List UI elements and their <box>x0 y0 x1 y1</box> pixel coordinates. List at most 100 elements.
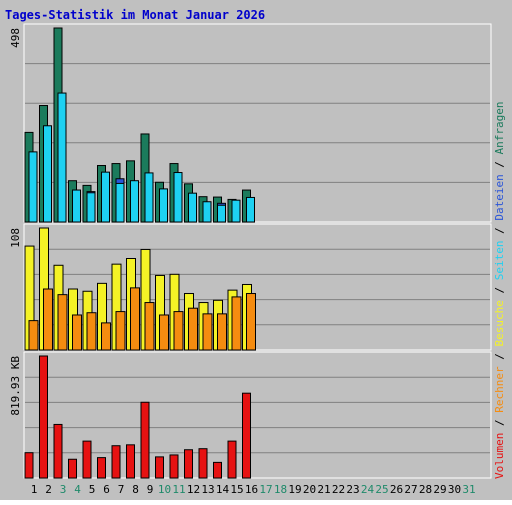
x-tick-label: 8 <box>132 483 139 496</box>
bar-seiten-day-16 <box>246 196 255 223</box>
bar-volumen-day-2 <box>39 355 48 479</box>
legend-besuche: Besuche <box>493 300 506 346</box>
bar-volumen-day-3 <box>53 423 63 479</box>
bar-seiten-day-4 <box>72 189 81 223</box>
chart-title: Tages-Statistik im Monat Januar 2026 <box>5 8 265 22</box>
bar-rechner-day-15 <box>231 296 242 351</box>
bar-rechner-day-3 <box>57 294 68 351</box>
x-tick-label: 5 <box>89 483 96 496</box>
bar-seiten-day-12 <box>188 192 197 223</box>
x-tick-label: 27 <box>404 483 417 496</box>
y-max-label: 498 <box>9 28 22 48</box>
x-tick-label: 26 <box>390 483 403 496</box>
panel-3: 819.93 KB <box>9 351 492 479</box>
x-axis-labels: 1 2 3 4 5 6 7 8 9 10 11 12 13 14 15 16 17 18 19 20 21 22 23 24 2… <box>31 483 476 496</box>
bar-rechner-day-12 <box>188 307 198 351</box>
bar-volumen-day-1 <box>24 452 34 479</box>
bar-seiten-day-3 <box>57 92 67 223</box>
x-tick-label: 31 <box>462 483 475 496</box>
bar-rechner-day-8 <box>130 287 140 351</box>
x-tick-label: 20 <box>303 483 316 496</box>
bar-rechner-day-16 <box>246 293 256 351</box>
bar-volumen-day-10 <box>155 456 164 479</box>
bar-seiten-day-6 <box>101 171 110 223</box>
x-tick-label: 13 <box>201 483 214 496</box>
bar-seiten-day-8 <box>130 180 139 223</box>
y-max-label: 108 <box>9 228 22 248</box>
x-tick-label: 3 <box>60 483 67 496</box>
panel-1: 498 <box>9 23 492 223</box>
chart-panels: 498 108 819.93 KB <box>9 23 492 479</box>
bar-rechner-day-1 <box>28 320 39 351</box>
bar-seiten-day-15 <box>231 199 241 223</box>
bar-seiten-day-9 <box>144 172 154 223</box>
bar-rechner-day-10 <box>159 314 169 351</box>
x-tick-label: 28 <box>419 483 432 496</box>
panel-2: 108 <box>9 223 492 351</box>
x-tick-label: 9 <box>147 483 154 496</box>
x-tick-label: 15 <box>230 483 243 496</box>
bar-volumen-day-15 <box>227 440 237 479</box>
legend-text: Volumen / Rechner / Besuche / Seiten / D… <box>493 101 506 479</box>
bar-rechner-day-2 <box>43 288 53 351</box>
bar-volumen-day-5 <box>82 440 92 479</box>
legend-separator: / <box>493 154 506 174</box>
bar-volumen-day-6 <box>97 457 106 479</box>
legend-rechner: Rechner <box>493 366 506 413</box>
legend-separator: / <box>493 347 506 367</box>
bar-rechner-day-13 <box>202 313 213 351</box>
legend-volumen: Volumen <box>493 433 506 479</box>
bar-seiten-day-2 <box>43 125 52 223</box>
panel-frame <box>23 351 492 479</box>
x-tick-label: 22 <box>332 483 345 496</box>
bar-rechner-day-5 <box>86 312 97 351</box>
x-tick-label: 23 <box>346 483 359 496</box>
bar-rechner-day-11 <box>173 311 184 351</box>
bar-seiten-day-1 <box>28 151 38 223</box>
bar-rechner-day-6 <box>101 322 111 351</box>
bar-rechner-day-14 <box>217 313 227 351</box>
x-tick-label: 11 <box>172 483 185 496</box>
legend: Volumen / Rechner / Besuche / Seiten / D… <box>493 101 506 479</box>
x-tick-label: 21 <box>317 483 330 496</box>
bar-volumen-day-13 <box>198 448 208 479</box>
x-tick-label: 7 <box>118 483 125 496</box>
legend-seiten: Seiten <box>493 241 506 281</box>
bar-rechner-day-7 <box>115 311 126 351</box>
x-tick-label: 18 <box>274 483 287 496</box>
bar-volumen-day-4 <box>68 458 77 479</box>
x-tick-label: 1 <box>31 483 38 496</box>
x-tick-label: 10 <box>158 483 171 496</box>
bar-seiten-day-14 <box>217 204 226 223</box>
x-tick-label: 2 <box>45 483 52 496</box>
bar-volumen-day-11 <box>169 454 179 479</box>
bar-rechner-day-9 <box>144 302 155 351</box>
bar-seiten-day-11 <box>173 172 183 223</box>
x-tick-label: 14 <box>216 483 230 496</box>
bar-seiten-day-7 <box>115 182 125 223</box>
y-max-label: 819.93 KB <box>9 356 22 416</box>
bar-volumen-day-12 <box>184 449 193 479</box>
x-tick-label: 30 <box>448 483 461 496</box>
x-tick-label: 4 <box>74 483 81 496</box>
x-tick-label: 16 <box>245 483 258 496</box>
panel-frame <box>23 223 492 351</box>
x-tick-label: 17 <box>259 483 272 496</box>
x-tick-label: 19 <box>288 483 301 496</box>
bar-volumen-day-16 <box>242 392 251 479</box>
x-tick-label: 6 <box>103 483 110 496</box>
bar-seiten-day-13 <box>202 201 212 223</box>
bar-seiten-day-5 <box>86 192 96 223</box>
legend-separator: / <box>493 280 506 300</box>
bar-seiten-day-10 <box>159 188 168 223</box>
legend-anfragen: Anfragen <box>493 101 506 154</box>
x-tick-label: 12 <box>187 483 200 496</box>
legend-separator: / <box>493 413 506 433</box>
bar-volumen-day-8 <box>126 444 135 479</box>
panel-frame <box>23 23 492 223</box>
legend-dateien: Dateien <box>493 174 506 220</box>
bar-volumen-day-9 <box>140 401 150 479</box>
